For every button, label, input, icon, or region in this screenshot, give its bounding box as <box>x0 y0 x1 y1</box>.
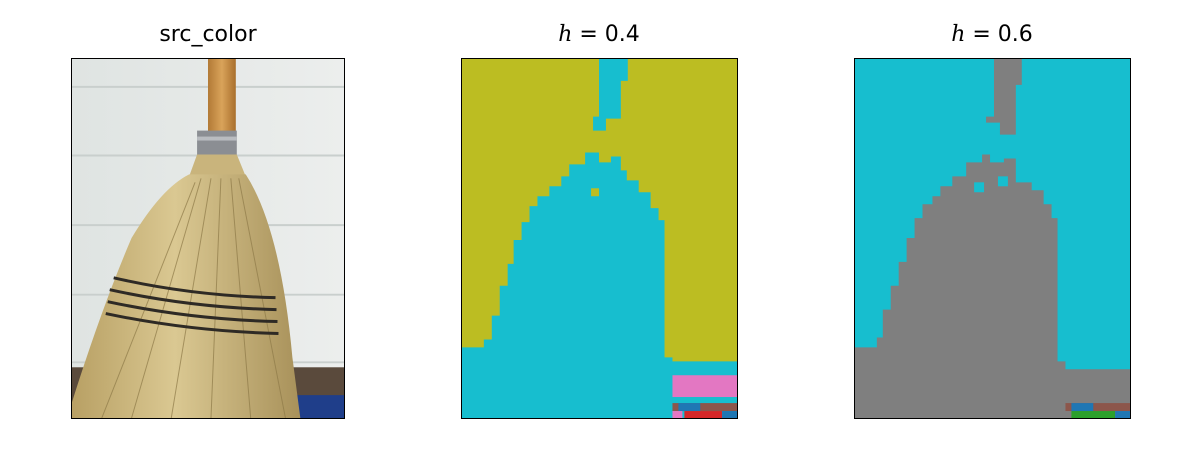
panel-title-h-0-6: h = 0.6 <box>854 22 1130 47</box>
title-variable: h <box>951 22 966 47</box>
segmentation-panel-h-0-4 <box>461 58 738 419</box>
source-image-panel <box>71 58 345 419</box>
panel-title-h-0-4: h = 0.4 <box>461 22 737 47</box>
segmentation-panel-h-0-6 <box>854 58 1131 419</box>
title-value: = 0.6 <box>965 22 1033 47</box>
title-value: = 0.4 <box>572 22 640 47</box>
segmentation-map <box>462 59 737 418</box>
title-variable: h <box>558 22 573 47</box>
panel-title-src-color: src_color <box>159 22 257 47</box>
segmentation-map <box>855 59 1130 418</box>
broom-photo <box>72 59 344 418</box>
